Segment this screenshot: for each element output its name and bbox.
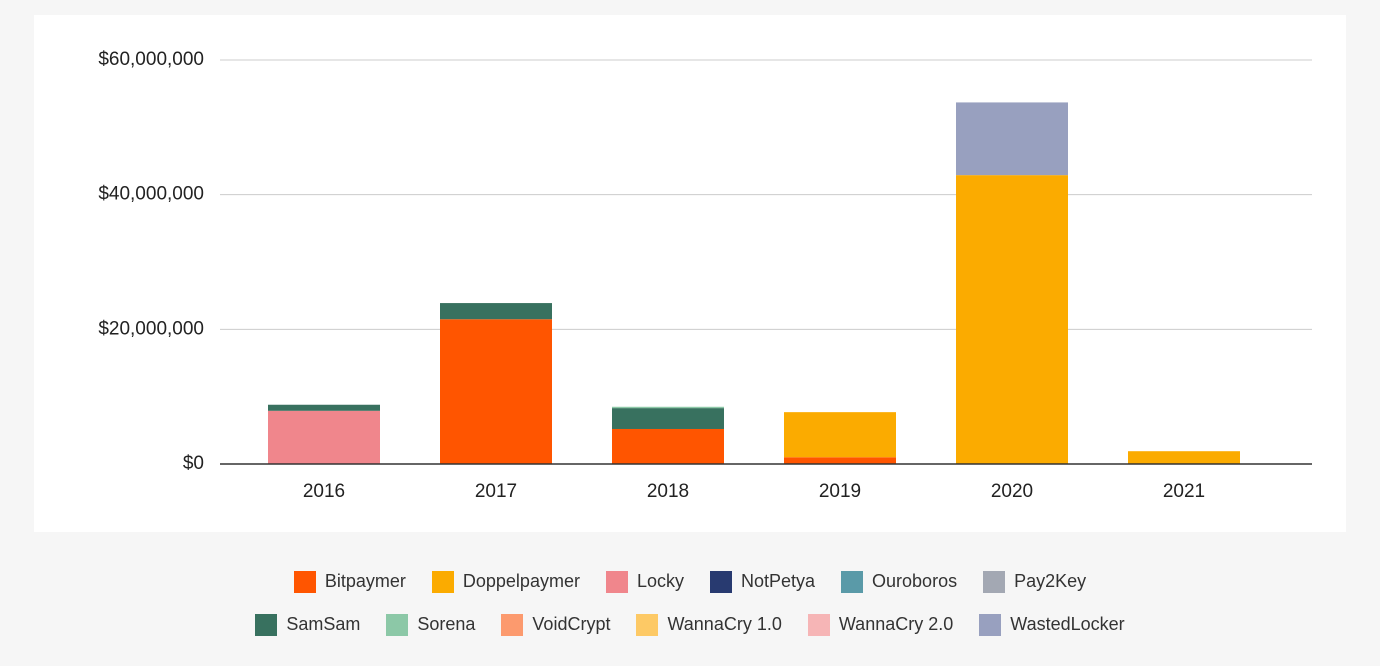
legend-item: NotPetya (709, 570, 816, 593)
legend-swatch (605, 570, 628, 593)
legend-item: WannaCry 2.0 (807, 613, 954, 636)
legend-item: Sorena (386, 613, 476, 636)
bar-segment (440, 303, 552, 320)
bar-segment (612, 408, 724, 429)
legend-label: Locky (636, 571, 684, 591)
bar-segment (1128, 451, 1240, 464)
legend-swatch (807, 613, 830, 636)
bar-segment (784, 412, 896, 458)
bar-segment (612, 428, 724, 464)
x-tick-label: 2020 (991, 481, 1033, 502)
legend-swatch (983, 570, 1006, 593)
legend-label: WannaCry 2.0 (838, 614, 954, 634)
legend-item: Locky (605, 570, 684, 593)
legend-row: SamSam Sorena VoidCrypt WannaCry 1.0 WannaCr… (0, 603, 1380, 646)
legend-label: VoidCrypt (532, 614, 611, 634)
legend-swatch (431, 570, 454, 593)
legend-label: Bitpaymer (324, 571, 406, 591)
legend-row: Bitpaymer Doppelpaymer Locky NotPetya Ourobo… (0, 560, 1380, 603)
legend-item: WannaCry 1.0 (636, 613, 782, 636)
chart: $0 $20,000,000 $40,000,000 $60,000,000 2016 2… (98, 49, 1312, 502)
legend-label: NotPetya (740, 571, 816, 591)
legend-item: Pay2Key (983, 570, 1087, 593)
legend-swatch (293, 570, 316, 593)
bar-segment (784, 457, 896, 464)
x-tick-label: 2017 (475, 481, 517, 502)
legend-swatch (636, 613, 659, 636)
bar-segment (956, 102, 1068, 176)
bar-segment (956, 175, 1068, 464)
legend-swatch (386, 613, 409, 636)
bar-segment (440, 319, 552, 464)
legend-label: WastedLocker (1010, 614, 1125, 634)
x-tick-label: 2016 (303, 481, 345, 502)
x-tick-label: 2021 (1163, 481, 1205, 502)
legend-label: Pay2Key (1014, 571, 1087, 591)
legend-label: Ouroboros (872, 571, 958, 591)
y-tick-label: $0 (183, 453, 204, 474)
legend-item: VoidCrypt (501, 613, 611, 636)
bar-segment (268, 404, 380, 411)
legend-item: SamSam (255, 613, 361, 636)
legend-swatch (979, 613, 1002, 636)
legend-item: Ouroboros (841, 570, 958, 593)
legend-swatch (255, 613, 278, 636)
legend-label: SamSam (286, 614, 361, 634)
bar-segment (612, 406, 724, 409)
y-tick-label: $60,000,000 (98, 49, 204, 70)
legend-swatch (841, 570, 864, 593)
x-tick-label: 2019 (819, 481, 861, 502)
legend-label: Sorena (417, 614, 476, 634)
y-tick-label: $20,000,000 (98, 318, 204, 339)
legend-item: Bitpaymer (293, 570, 406, 593)
legend-swatch (709, 570, 732, 593)
legend-label: Doppelpaymer (462, 571, 580, 591)
legend-item: Doppelpaymer (431, 570, 580, 593)
y-tick-label: $40,000,000 (98, 184, 204, 205)
legend-label: WannaCry 1.0 (667, 614, 782, 634)
bar-segment (268, 410, 380, 464)
legend-item: WastedLocker (979, 613, 1125, 636)
legend: Bitpaymer Doppelpaymer Locky NotPetya Ourobo… (0, 560, 1380, 646)
x-tick-label: 2018 (647, 481, 689, 502)
legend-swatch (501, 613, 524, 636)
